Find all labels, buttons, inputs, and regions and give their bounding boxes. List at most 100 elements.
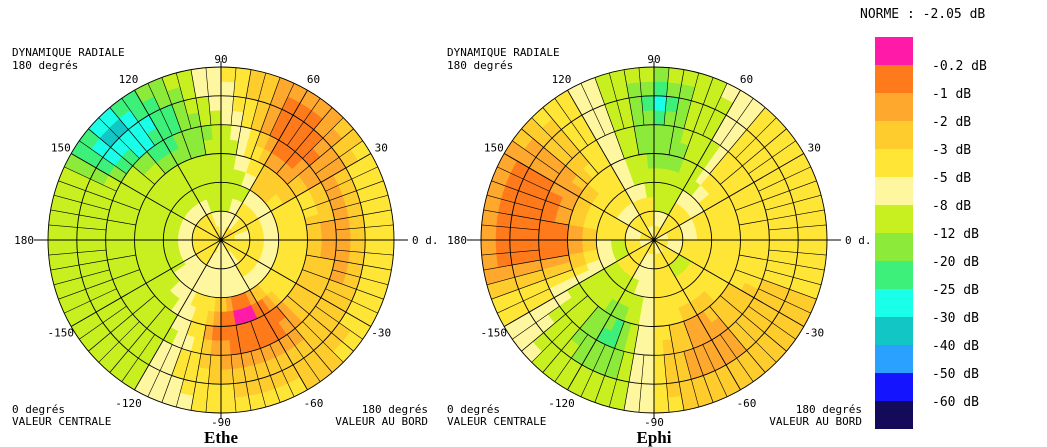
heatmap-cell xyxy=(220,66,237,83)
spoke-line xyxy=(70,153,222,241)
spoke-line xyxy=(302,269,384,300)
spoke-line xyxy=(220,89,308,241)
angle-label: 120 xyxy=(119,73,139,86)
spoke-line xyxy=(53,194,110,211)
spoke-line xyxy=(702,83,728,136)
heatmap-cell xyxy=(495,225,511,241)
spoke-line xyxy=(653,239,741,391)
heatmap-cell xyxy=(220,138,231,155)
heatmap-cell xyxy=(278,239,294,247)
heatmap-cell xyxy=(797,225,813,241)
heatmap-cell xyxy=(642,109,655,126)
heatmap-cell xyxy=(47,239,64,256)
scale-swatch xyxy=(875,37,913,65)
spoke-line xyxy=(276,306,333,373)
spoke-line xyxy=(608,72,625,129)
heatmap-cell xyxy=(206,81,222,97)
footer-left-line2: VALEUR CENTRALE xyxy=(447,415,546,428)
spoke-line xyxy=(276,107,333,174)
scale-label: -0.2 dB xyxy=(932,59,987,74)
spoke-line xyxy=(220,153,372,241)
spoke-line xyxy=(739,209,825,226)
scale-swatch xyxy=(875,373,913,401)
heatmap-cell xyxy=(105,229,121,241)
heatmap-cell xyxy=(711,239,727,247)
scale-label: -3 dB xyxy=(932,143,971,158)
spoke-line xyxy=(554,334,589,382)
heatmap-cell xyxy=(653,66,670,83)
angle-label: -90 xyxy=(644,416,664,429)
spoke-line xyxy=(735,321,777,363)
spoke-line xyxy=(567,89,655,241)
scale-swatch xyxy=(875,65,913,93)
spoke-line xyxy=(683,77,714,159)
heatmap-cell xyxy=(335,239,352,252)
heatmap-cell xyxy=(306,239,323,250)
angle-label: -120 xyxy=(548,397,575,410)
spoke-line xyxy=(739,254,825,271)
scale-label: -20 dB xyxy=(932,255,979,270)
spoke-line xyxy=(663,67,670,126)
heatmap-cell xyxy=(335,228,352,241)
spoke-line xyxy=(161,321,192,403)
color-scale-legend: -0.2 dB -1 dB -2 dB -3 dB -5 dB -8 dB -12 dB -2… xyxy=(875,37,987,429)
spoke-line xyxy=(235,325,252,411)
heatmap-cell xyxy=(653,397,670,414)
angle-label: 0 d. xyxy=(412,234,439,247)
spoke-line xyxy=(512,305,560,340)
spoke-line xyxy=(486,269,543,286)
heatmap-cell xyxy=(205,397,222,414)
spoke-line xyxy=(709,107,766,174)
scale-swatch xyxy=(875,93,913,121)
heatmap-cell xyxy=(643,124,655,140)
heatmap-cell xyxy=(364,225,380,241)
polar-plot-ethe: DYNAMIQUE RADIALE 180 degrés 90 60 30 0 d. -… xyxy=(12,46,439,447)
heatmap-cell xyxy=(220,109,233,126)
scale-label: -60 dB xyxy=(932,395,979,410)
spoke-line xyxy=(306,209,392,226)
spoke-line xyxy=(325,166,378,192)
angle-label: 0 d. xyxy=(845,234,872,247)
spoke-line xyxy=(48,249,107,256)
heatmap-cell xyxy=(90,228,107,241)
heatmap-cell xyxy=(653,153,662,169)
heatmap-cell xyxy=(76,239,93,253)
scale-swatch xyxy=(875,401,913,429)
heatmap-cell xyxy=(208,368,222,385)
heatmap-cell xyxy=(552,230,569,241)
spoke-line xyxy=(79,140,127,175)
spoke-line xyxy=(175,72,192,129)
spoke-line xyxy=(594,321,625,403)
spoke-line xyxy=(542,107,599,174)
scale-swatch xyxy=(875,261,913,289)
spoke-line xyxy=(653,239,805,327)
heatmap-cell xyxy=(653,81,669,97)
footer-left-line2: VALEUR CENTRALE xyxy=(12,415,111,428)
spoke-line xyxy=(486,194,543,211)
heatmap-cell xyxy=(220,397,237,414)
scale-swatch xyxy=(875,289,913,317)
spoke-line xyxy=(302,117,344,159)
spoke-line xyxy=(668,69,685,155)
heatmap-cell xyxy=(220,354,233,371)
spoke-line xyxy=(735,180,817,211)
heatmap-cell xyxy=(209,354,222,371)
spoke-line xyxy=(58,269,140,300)
heatmap-cell xyxy=(768,228,785,241)
spoke-line xyxy=(638,354,645,413)
angle-label: -90 xyxy=(211,416,231,429)
heatmap-cell xyxy=(739,239,756,250)
spoke-line xyxy=(315,140,363,175)
heatmap-cell xyxy=(538,229,554,241)
heatmap-cell xyxy=(378,224,395,241)
scale-label: -12 dB xyxy=(932,227,979,242)
spoke-line xyxy=(481,224,540,231)
spoke-line xyxy=(147,83,173,136)
spoke-line xyxy=(48,224,107,231)
spoke-line xyxy=(98,321,140,363)
spoke-line xyxy=(567,239,655,391)
spoke-line xyxy=(250,351,267,408)
spoke-line xyxy=(50,209,136,226)
norme-label: NORME : -2.05 dB xyxy=(860,7,985,22)
heatmap-cell xyxy=(220,167,228,183)
